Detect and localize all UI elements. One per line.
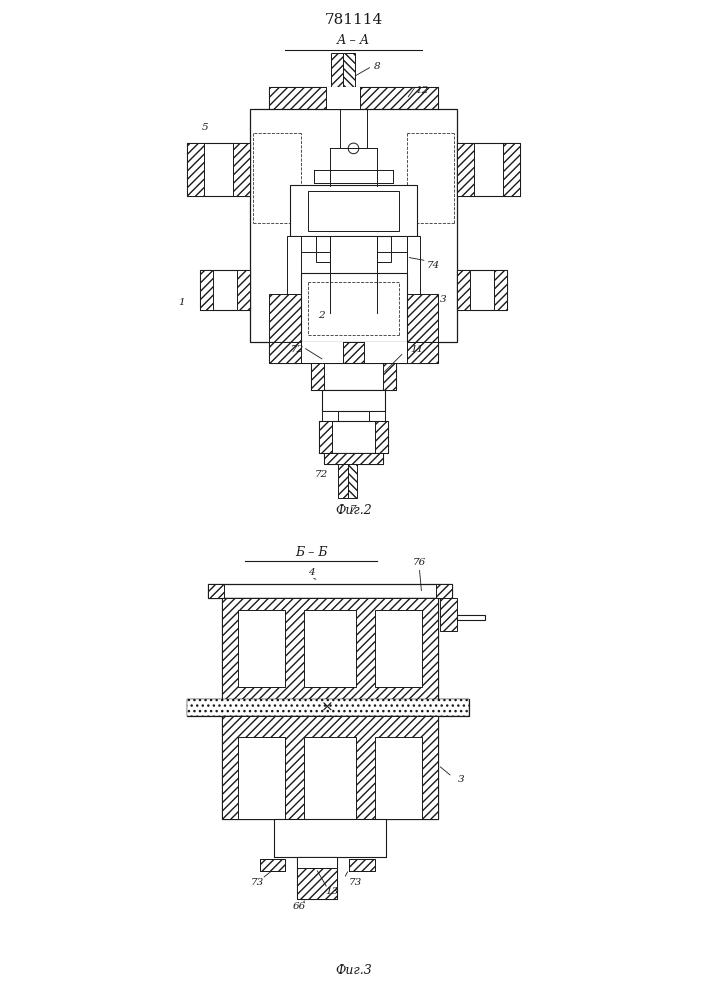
Bar bbox=[457, 615, 485, 620]
Bar bbox=[238, 610, 286, 687]
Bar bbox=[269, 87, 438, 109]
Bar bbox=[287, 236, 300, 302]
Text: Фиг.2: Фиг.2 bbox=[335, 504, 372, 517]
Bar bbox=[457, 143, 474, 196]
Bar bbox=[297, 857, 337, 899]
Bar bbox=[317, 252, 329, 262]
Bar bbox=[187, 143, 250, 196]
Bar bbox=[457, 143, 520, 196]
Text: 12: 12 bbox=[416, 86, 429, 95]
Text: Фиг.3: Фиг.3 bbox=[335, 964, 372, 976]
Bar bbox=[382, 363, 396, 390]
Bar bbox=[349, 859, 375, 871]
Text: Б – Б: Б – Б bbox=[295, 546, 327, 559]
Bar bbox=[322, 390, 385, 411]
Text: 13: 13 bbox=[326, 887, 339, 896]
Bar bbox=[308, 191, 399, 231]
Bar bbox=[407, 236, 420, 302]
Bar bbox=[311, 363, 396, 390]
Bar bbox=[343, 53, 354, 87]
Bar bbox=[457, 270, 470, 310]
Text: 1: 1 bbox=[178, 298, 185, 307]
Bar bbox=[259, 859, 286, 871]
Bar bbox=[187, 143, 204, 196]
Bar bbox=[233, 143, 250, 196]
Bar bbox=[200, 270, 213, 310]
Text: 66: 66 bbox=[293, 902, 306, 911]
Bar bbox=[300, 236, 317, 252]
Bar bbox=[325, 453, 382, 464]
Bar bbox=[332, 53, 343, 87]
Bar bbox=[187, 699, 469, 716]
Bar bbox=[237, 270, 250, 310]
Text: А – А: А – А bbox=[337, 34, 370, 47]
Bar bbox=[187, 699, 469, 716]
Bar bbox=[269, 342, 438, 363]
Text: 72: 72 bbox=[291, 345, 305, 354]
Bar bbox=[338, 464, 348, 498]
Text: 73: 73 bbox=[349, 878, 363, 887]
Bar bbox=[349, 859, 375, 871]
Bar bbox=[300, 342, 343, 363]
Bar bbox=[222, 716, 438, 819]
Bar bbox=[348, 464, 357, 498]
Text: 8: 8 bbox=[374, 62, 380, 71]
Bar bbox=[222, 716, 438, 819]
Text: 7: 7 bbox=[350, 505, 357, 514]
Bar bbox=[250, 109, 457, 342]
Text: 3: 3 bbox=[440, 295, 447, 304]
Bar bbox=[208, 584, 452, 598]
Bar bbox=[319, 421, 388, 453]
Bar bbox=[304, 737, 356, 819]
Text: 781114: 781114 bbox=[325, 13, 382, 27]
Bar bbox=[297, 857, 337, 899]
Bar bbox=[269, 294, 300, 342]
Bar bbox=[200, 270, 250, 310]
Bar bbox=[375, 610, 421, 687]
Bar bbox=[208, 584, 224, 598]
Text: 72: 72 bbox=[315, 470, 328, 479]
Bar bbox=[259, 859, 286, 871]
Bar bbox=[297, 857, 337, 868]
Bar bbox=[375, 737, 421, 819]
Text: 4: 4 bbox=[308, 568, 315, 577]
Text: 3: 3 bbox=[458, 775, 465, 784]
Bar bbox=[378, 252, 390, 262]
Bar bbox=[322, 421, 385, 427]
Bar bbox=[269, 87, 438, 109]
Text: 73: 73 bbox=[250, 878, 264, 887]
Bar bbox=[364, 342, 407, 363]
Bar bbox=[322, 411, 338, 421]
Bar bbox=[319, 421, 332, 453]
Bar bbox=[325, 453, 382, 464]
Text: ×: × bbox=[321, 701, 334, 715]
Bar bbox=[322, 313, 332, 318]
Bar bbox=[369, 411, 385, 421]
Bar bbox=[375, 421, 388, 453]
Bar bbox=[304, 610, 356, 687]
Bar bbox=[222, 598, 438, 699]
Text: 5: 5 bbox=[201, 123, 209, 132]
Bar bbox=[222, 598, 438, 699]
Bar bbox=[494, 270, 507, 310]
Text: 11: 11 bbox=[411, 345, 423, 354]
Text: 2: 2 bbox=[318, 311, 325, 320]
Bar bbox=[440, 598, 457, 631]
Bar bbox=[390, 236, 407, 252]
Bar bbox=[436, 584, 452, 598]
Bar bbox=[407, 294, 438, 342]
Bar bbox=[311, 363, 325, 390]
Bar bbox=[274, 819, 387, 857]
Bar bbox=[375, 313, 385, 318]
Bar bbox=[300, 273, 407, 342]
Bar bbox=[329, 236, 378, 281]
Text: 74: 74 bbox=[426, 260, 440, 269]
Bar bbox=[326, 87, 360, 109]
Bar bbox=[269, 342, 438, 363]
Bar bbox=[457, 270, 507, 310]
Bar bbox=[238, 737, 286, 819]
Text: 76: 76 bbox=[413, 558, 426, 567]
Bar bbox=[503, 143, 520, 196]
Bar bbox=[290, 185, 417, 236]
